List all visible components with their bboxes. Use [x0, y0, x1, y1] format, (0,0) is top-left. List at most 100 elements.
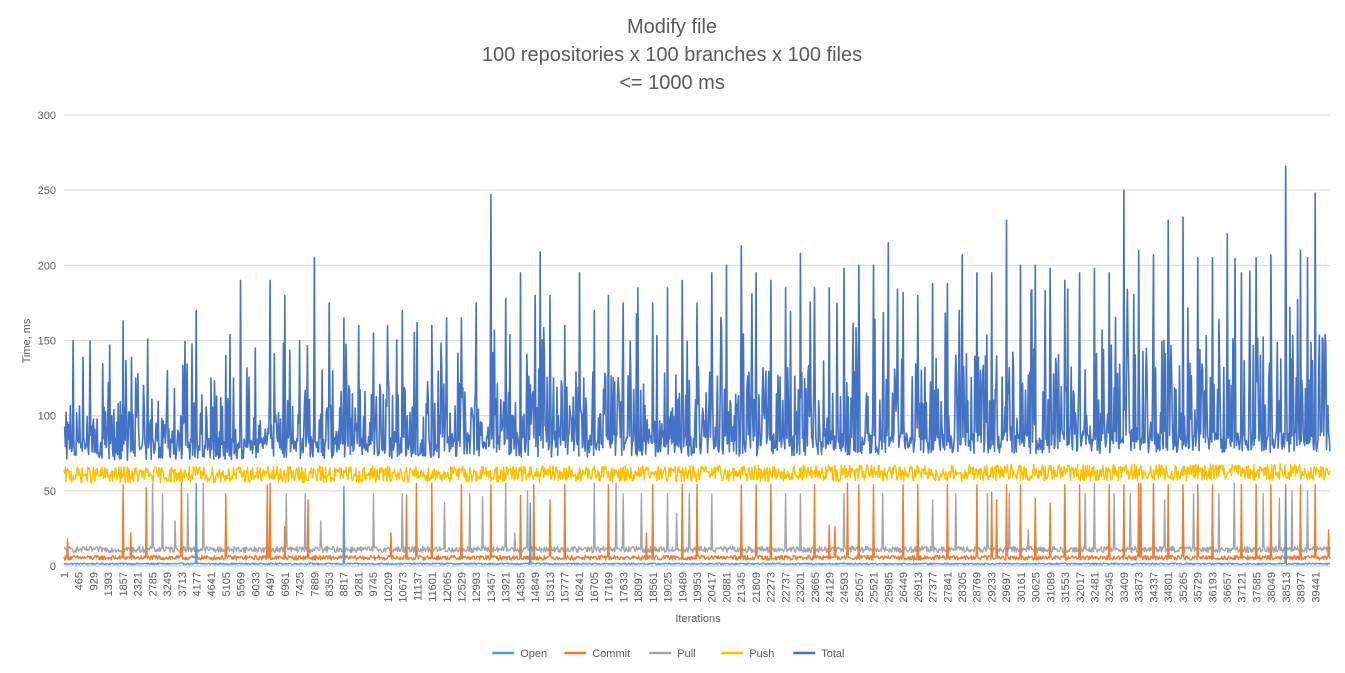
series-line-push: [63, 463, 1331, 484]
x-tick-label: 32017: [1075, 572, 1087, 603]
series-line-total: [63, 165, 1331, 461]
x-tick-label: 1857: [118, 572, 130, 596]
y-tick-label: 50: [44, 486, 56, 498]
x-tick-label: 19489: [677, 572, 689, 603]
x-tick-label: 21345: [736, 572, 748, 603]
x-tick-label: 24129: [825, 572, 837, 603]
x-tick-label: 9281: [353, 572, 365, 596]
x-tick-label: 4641: [206, 572, 218, 596]
chart-title-line-3: <= 1000 ms: [619, 72, 725, 94]
x-tick-label: 17633: [618, 572, 630, 603]
x-tick-label: 20881: [721, 572, 733, 603]
x-tick-label: 12065: [442, 572, 454, 603]
y-tick-label: 250: [38, 185, 56, 197]
x-tick-label: 32481: [1089, 572, 1101, 603]
legend-label-open: Open: [520, 648, 547, 660]
x-tick-label: 25985: [883, 572, 895, 603]
legend-label-total: Total: [821, 648, 844, 660]
x-axis-title: Iterations: [675, 613, 721, 625]
x-tick-label: 4177: [191, 572, 203, 596]
x-tick-label: 39441: [1310, 572, 1322, 603]
series-line-commit: [63, 482, 1331, 561]
x-tick-label: 34337: [1148, 572, 1160, 603]
x-tick-label: 9745: [368, 572, 380, 596]
x-tick-label: 3249: [162, 572, 174, 596]
x-tick-label: 35265: [1178, 572, 1190, 603]
x-tick-label: 8353: [324, 572, 336, 596]
x-tick-label: 2321: [133, 572, 145, 596]
x-tick-label: 465: [74, 572, 86, 590]
x-tick-label: 23665: [810, 572, 822, 603]
x-tick-label: 26449: [898, 572, 910, 603]
x-tick-label: 23201: [795, 572, 807, 603]
x-tick-label: 15313: [545, 572, 557, 603]
x-tick-label: 37121: [1237, 572, 1249, 603]
x-tick-label: 37585: [1251, 572, 1263, 603]
x-tick-label: 6033: [250, 572, 262, 596]
x-tick-label: 16241: [574, 572, 586, 603]
x-tick-label: 17169: [604, 572, 616, 603]
x-tick-label: 28769: [972, 572, 984, 603]
series-lines: [63, 165, 1331, 566]
x-tick-label: 18097: [633, 572, 645, 603]
x-tick-label: 7889: [309, 572, 321, 596]
x-tick-label: 5569: [236, 572, 248, 596]
x-tick-label: 14385: [515, 572, 527, 603]
legend-label-pull: Pull: [677, 648, 695, 660]
x-tick-label: 35729: [1193, 572, 1205, 603]
x-tick-label: 19025: [663, 572, 675, 603]
x-tick-label: 27841: [942, 572, 954, 603]
chart-title-line-2: 100 repositories x 100 branches x 100 fi…: [482, 44, 862, 66]
x-tick-label: 2785: [147, 572, 159, 596]
x-tick-label: 38513: [1281, 572, 1293, 603]
x-tick-label: 29697: [1001, 572, 1013, 603]
x-tick-label: 31553: [1060, 572, 1072, 603]
x-tick-label: 36193: [1207, 572, 1219, 603]
y-tick-label: 0: [50, 561, 56, 573]
x-tick-label: 31089: [1045, 572, 1057, 603]
x-tick-label: 27377: [928, 572, 940, 603]
x-tick-label: 8817: [339, 572, 351, 596]
series-line-open: [63, 482, 1331, 566]
x-tick-label: 15777: [560, 572, 572, 603]
x-tick-label: 24593: [839, 572, 851, 603]
x-tick-label: 21809: [751, 572, 763, 603]
x-tick-label: 18561: [648, 572, 660, 603]
y-tick-label: 100: [38, 411, 56, 423]
x-axis: 1 465 929 1393 1857 2321 2785 3249 3713 4177 4641 5…: [59, 572, 1322, 603]
x-tick-label: 30625: [1031, 572, 1043, 603]
x-tick-label: 929: [88, 572, 100, 590]
x-tick-label: 6497: [265, 572, 277, 596]
x-tick-label: 25521: [869, 572, 881, 603]
x-tick-label: 10209: [383, 572, 395, 603]
x-tick-label: 16705: [589, 572, 601, 603]
x-tick-label: 12529: [456, 572, 468, 603]
legend: Open Commit Pull Push Total: [492, 648, 845, 660]
x-tick-label: 28305: [957, 572, 969, 603]
x-tick-label: 3713: [177, 572, 189, 596]
x-tick-label: 26913: [913, 572, 925, 603]
x-tick-label: 25057: [854, 572, 866, 603]
y-axis-title: Time, ms: [21, 318, 33, 363]
x-tick-label: 1: [59, 572, 71, 578]
x-tick-label: 14849: [530, 572, 542, 603]
y-tick-label: 300: [38, 110, 56, 122]
x-tick-label: 5105: [221, 572, 233, 596]
x-tick-label: 38977: [1296, 572, 1308, 603]
x-tick-label: 33873: [1134, 572, 1146, 603]
x-tick-label: 34801: [1163, 572, 1175, 603]
x-tick-label: 29233: [986, 572, 998, 603]
x-tick-label: 22273: [766, 572, 778, 603]
x-tick-label: 7425: [295, 572, 307, 596]
x-tick-label: 12993: [471, 572, 483, 603]
x-tick-label: 19953: [692, 572, 704, 603]
x-tick-label: 10673: [398, 572, 410, 603]
x-tick-label: 1393: [103, 572, 115, 596]
x-tick-label: 30161: [1016, 572, 1028, 603]
y-axis: 0 50 100 150 200 250 300: [38, 110, 56, 573]
x-tick-label: 11601: [427, 572, 439, 602]
x-tick-label: 13457: [486, 572, 498, 603]
x-tick-label: 13921: [501, 572, 513, 603]
